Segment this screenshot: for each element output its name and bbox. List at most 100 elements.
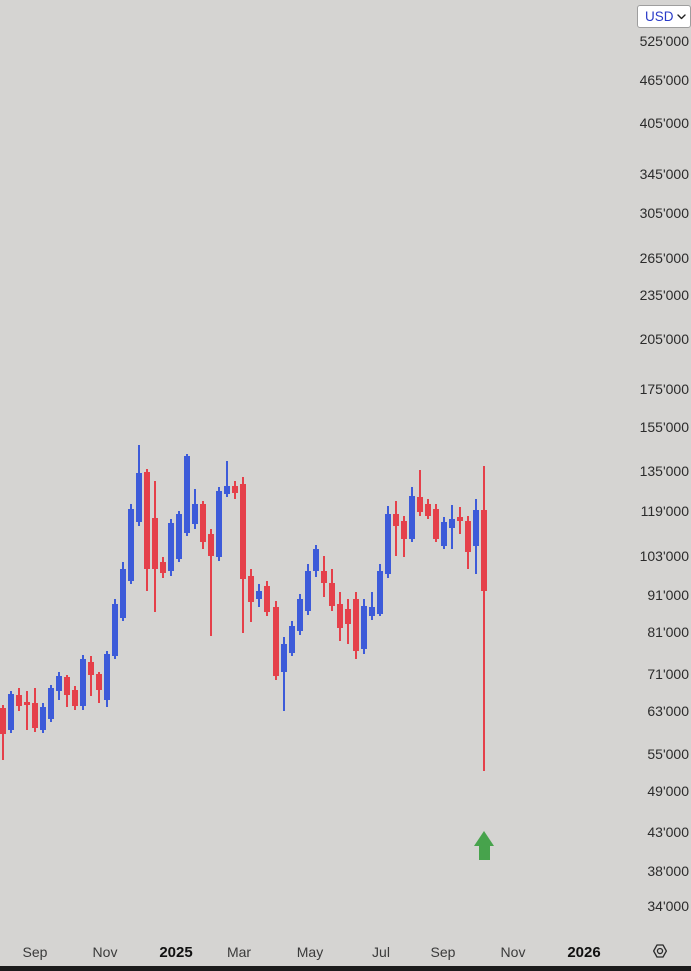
candle-up [384,513,391,575]
candle-up [55,675,62,691]
candle-down [248,576,255,603]
settings-button[interactable] [650,942,670,962]
y-axis-tick-label: 71'000 [647,665,689,682]
candle-up [136,473,142,523]
y-axis-tick-label: 49'000 [647,782,689,799]
candle-down [344,609,351,625]
candle-down [392,513,399,526]
candle-up [103,654,110,700]
x-axis-tick-label: May [296,944,324,960]
y-axis-tick-label: 405'000 [639,115,689,132]
candle-down [240,483,247,580]
x-axis-tick-label: Sep [22,944,48,960]
candle-down [425,503,432,516]
candle-wick [394,500,397,557]
up-arrow-stem [478,845,490,860]
candle-down [433,508,440,540]
x-axis-tick-label: Mar [226,944,252,960]
y-axis-tick-label: 55'000 [647,746,689,763]
candle-down [160,562,167,574]
candle-up [449,518,456,528]
candle-down [87,661,94,675]
candle-down [200,503,207,542]
candle-down [232,485,239,493]
y-axis-tick-label: 81'000 [647,624,689,641]
candle-up [176,513,183,560]
candle-down [208,533,215,557]
candle-down [31,702,38,729]
candle-down [152,517,159,570]
candle-up [79,659,86,707]
x-axis-tick-label: 2025 [159,944,193,961]
candle-up [39,707,46,731]
y-axis-tick-label: 155'000 [639,418,689,435]
candle-down [320,571,327,584]
y-axis-tick-label: 175'000 [639,380,689,397]
x-axis-tick-label: Sep [430,944,456,960]
candle-up [127,508,134,582]
candle-down [465,520,472,553]
candle-down [417,496,424,512]
candle-up [47,687,54,720]
candle-up [216,490,223,558]
candle-down [23,701,30,705]
candle-down [481,509,488,592]
candle-up [168,523,175,572]
y-axis-tick-label: 119'000 [640,502,689,519]
candle-up [111,604,118,657]
candle-up [473,509,480,547]
x-axis-tick-label: Nov [500,944,526,960]
candle-down [264,586,271,613]
candle-up [280,644,287,673]
bottom-bar [0,966,691,971]
candle-down [457,516,464,521]
candle-wick [226,461,229,497]
y-axis-tick-label: 305'000 [639,205,689,222]
candle-up [192,503,199,524]
candle-up [304,571,311,612]
candle-up [441,522,448,547]
up-arrow-icon [474,830,495,846]
y-axis-tick-label: 265'000 [639,249,689,266]
candle-up [256,591,263,600]
candle-up [224,485,231,494]
y-axis-tick-label: 103'000 [639,548,689,565]
y-axis-tick-label: 345'000 [639,166,689,183]
candle-up [312,549,319,572]
y-axis-tick-label: 38'000 [647,863,689,880]
buy-signal-arrow [474,830,495,860]
y-axis-tick-label: 43'000 [647,824,689,841]
y-axis-tick-label: 235'000 [639,287,689,304]
candle-down [15,695,22,706]
candle-wick [89,656,92,697]
candle-down [0,708,6,734]
candle-down [272,607,279,676]
candle-up [288,626,295,654]
currency-value: USD [645,8,674,24]
x-axis-tick-label: Nov [92,944,118,960]
candle-up [360,606,367,649]
candle-wick [210,529,213,637]
candle-down [144,471,151,570]
y-axis-tick-label: 34'000 [647,898,689,915]
y-axis-tick-label: 63'000 [647,703,689,720]
x-axis-tick-label: 2026 [567,944,601,961]
candle-wick [25,691,28,731]
candle-wick [483,466,486,772]
candle-wick [370,592,373,621]
chevron-down-icon [677,13,686,20]
candle-wick [419,469,422,516]
candle-up [368,607,375,617]
y-axis-tick-label: 465'000 [639,71,689,88]
plot-area[interactable] [0,0,630,966]
candle-down [328,583,335,607]
candle-wick [282,637,285,711]
y-axis-tick-label: 525'000 [639,33,689,50]
currency-selector[interactable]: USD [637,5,691,28]
gear-icon [651,944,669,963]
candle-down [63,677,70,696]
candle-down [401,520,407,539]
candle-up [184,456,191,533]
candle-down [95,673,102,690]
